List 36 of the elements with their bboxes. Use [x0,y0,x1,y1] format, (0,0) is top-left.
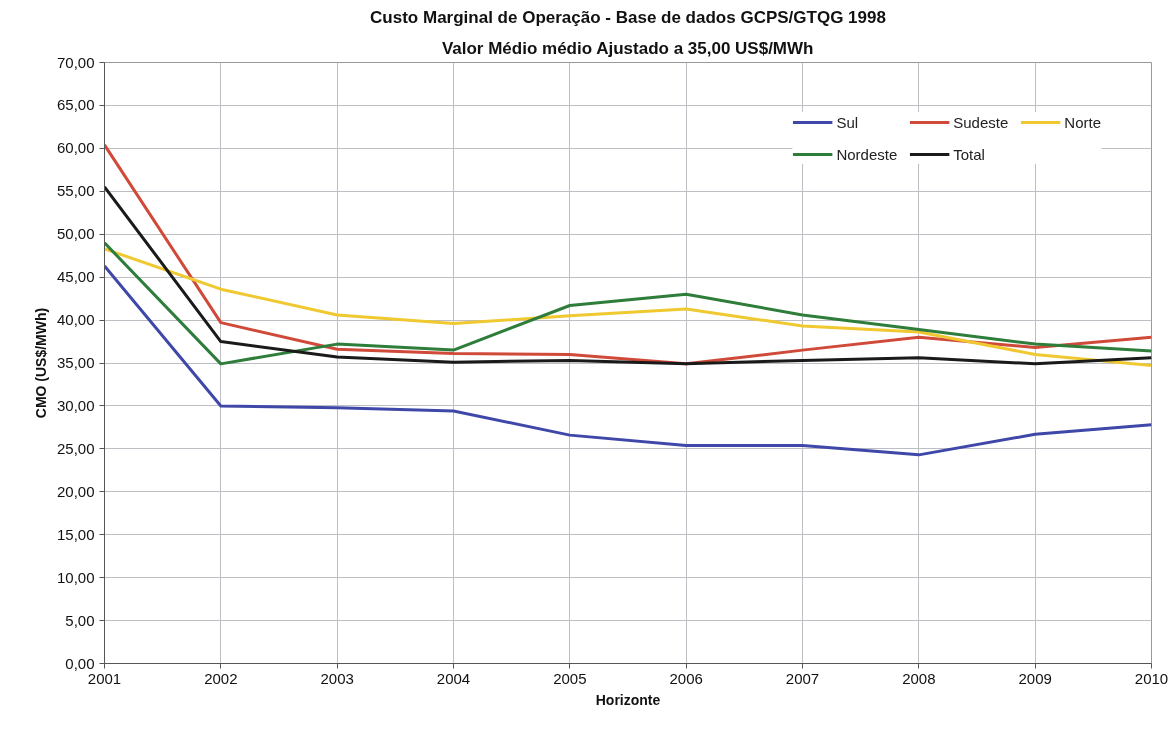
y-tick-label: 30,00 [56,396,95,414]
y-tick-label: 55,00 [56,182,95,200]
y-tick-label: 5,00 [65,611,95,629]
x-tick-label: 2003 [320,669,354,687]
x-tick-label: 2006 [669,669,703,687]
x-tick-label: 2007 [785,669,820,687]
y-tick-label: 0,00 [65,654,95,672]
y-tick-label: 10,00 [56,568,95,586]
y-tick-label: 25,00 [56,439,95,457]
x-axis-title: Horizonte [595,691,661,708]
x-tick-label: 2009 [1018,669,1052,687]
chart-subtitle: Valor Médio médio Ajustado a 35,00 US$/MWh [441,38,814,58]
y-tick-label: 45,00 [56,268,95,286]
y-tick-label: 60,00 [56,139,95,157]
legend-label: Norte [1064,113,1101,131]
line-series [104,264,1152,457]
x-tick-label: 2008 [902,669,936,687]
legend-label: Total [953,145,985,163]
x-tick-label: 2001 [87,669,122,687]
legend-label: Sudeste [953,113,1009,131]
x-tick-label: 2004 [436,669,471,687]
y-axis-title: CMO (US$/MWh) [32,307,49,419]
x-tick-label: 2010 [1134,669,1169,687]
line-series [104,185,1152,366]
y-tick-label: 35,00 [56,354,95,371]
chart-title: Custo Marginal de Operação - Base de dados GCPS/GTQG 1998 [370,7,886,27]
legend-label: Sul [836,113,859,131]
x-tick-label: 2005 [553,669,587,687]
y-tick-label: 70,00 [56,53,95,71]
x-tick-label: 2002 [204,669,238,687]
y-tick-label: 15,00 [56,525,95,543]
y-tick-label: 50,00 [56,225,95,243]
y-tick-label: 65,00 [56,96,95,114]
y-tick-label: 20,00 [56,482,95,500]
y-tick-label: 40,00 [56,311,95,329]
legend-label: Nordeste [836,145,898,163]
